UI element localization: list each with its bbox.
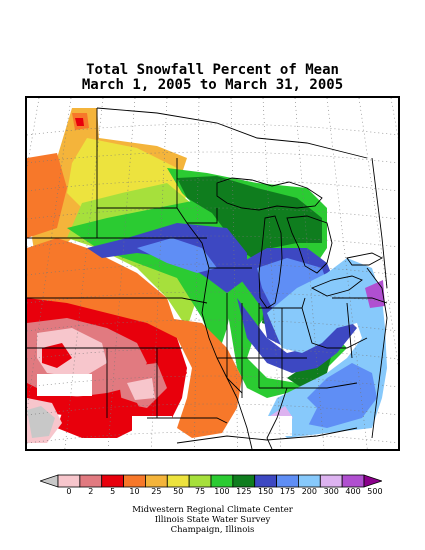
legend-tick-label: 5	[110, 487, 116, 496]
longitude-line	[194, 98, 200, 449]
legend-tick-label: 50	[173, 487, 184, 496]
legend-tick-label: 100	[214, 487, 230, 496]
legend-tick-label: 150	[258, 487, 274, 496]
longitude-line	[230, 98, 238, 449]
legend-swatch	[210, 474, 234, 488]
legend-tick-label: 175	[279, 487, 296, 496]
legend-swatch	[254, 474, 277, 488]
legend-swatch	[363, 474, 382, 488]
longitude-line	[294, 98, 325, 449]
legend-tick-label: 300	[323, 487, 339, 496]
legend-tick-label: 25	[151, 487, 162, 496]
legend-swatch	[276, 474, 299, 488]
legend-tick-label: 0	[66, 487, 72, 496]
map-grid	[27, 98, 398, 449]
longitude-line	[262, 98, 282, 449]
credit-location: Champaign, Illinois	[170, 525, 255, 535]
legend-swatch	[40, 474, 59, 488]
longitude-line	[326, 98, 368, 449]
longitude-line	[107, 98, 136, 449]
credit-survey: Illinois State Water Survey	[154, 515, 271, 525]
legend-tick-label: 125	[236, 487, 252, 496]
credit-institution: Midwestern Regional Climate Center	[132, 505, 293, 515]
legend-swatch	[145, 474, 168, 488]
legend-swatch	[298, 474, 321, 488]
legend-tick-label: 75	[194, 487, 206, 496]
legend-tick-label: 2	[88, 487, 94, 496]
legend-swatch	[101, 474, 124, 488]
state-borders	[27, 107, 388, 449]
legend-swatch	[232, 474, 256, 488]
legend-tick-label: 200	[301, 487, 317, 496]
legend-swatch	[188, 474, 212, 488]
longitude-line	[64, 98, 104, 449]
legend-swatch	[79, 474, 103, 488]
map-title-line1: Total Snowfall Percent of Mean	[86, 62, 339, 78]
map-title-line2: March 1, 2005 to March 31, 2005	[81, 77, 344, 93]
snowfall-map	[25, 96, 400, 451]
legend-swatch	[166, 474, 190, 488]
color-legend	[40, 474, 382, 488]
legend-tick-label: 10	[129, 487, 140, 496]
legend-swatch	[319, 474, 343, 488]
legend-swatch	[57, 474, 81, 488]
legend-swatch	[123, 474, 146, 488]
longitude-line	[150, 98, 168, 449]
legend-tick-label: 500	[367, 487, 383, 496]
legend-tick-label: 400	[345, 487, 361, 496]
legend-swatch	[341, 474, 365, 488]
snowfall-map-graphic	[27, 98, 398, 449]
